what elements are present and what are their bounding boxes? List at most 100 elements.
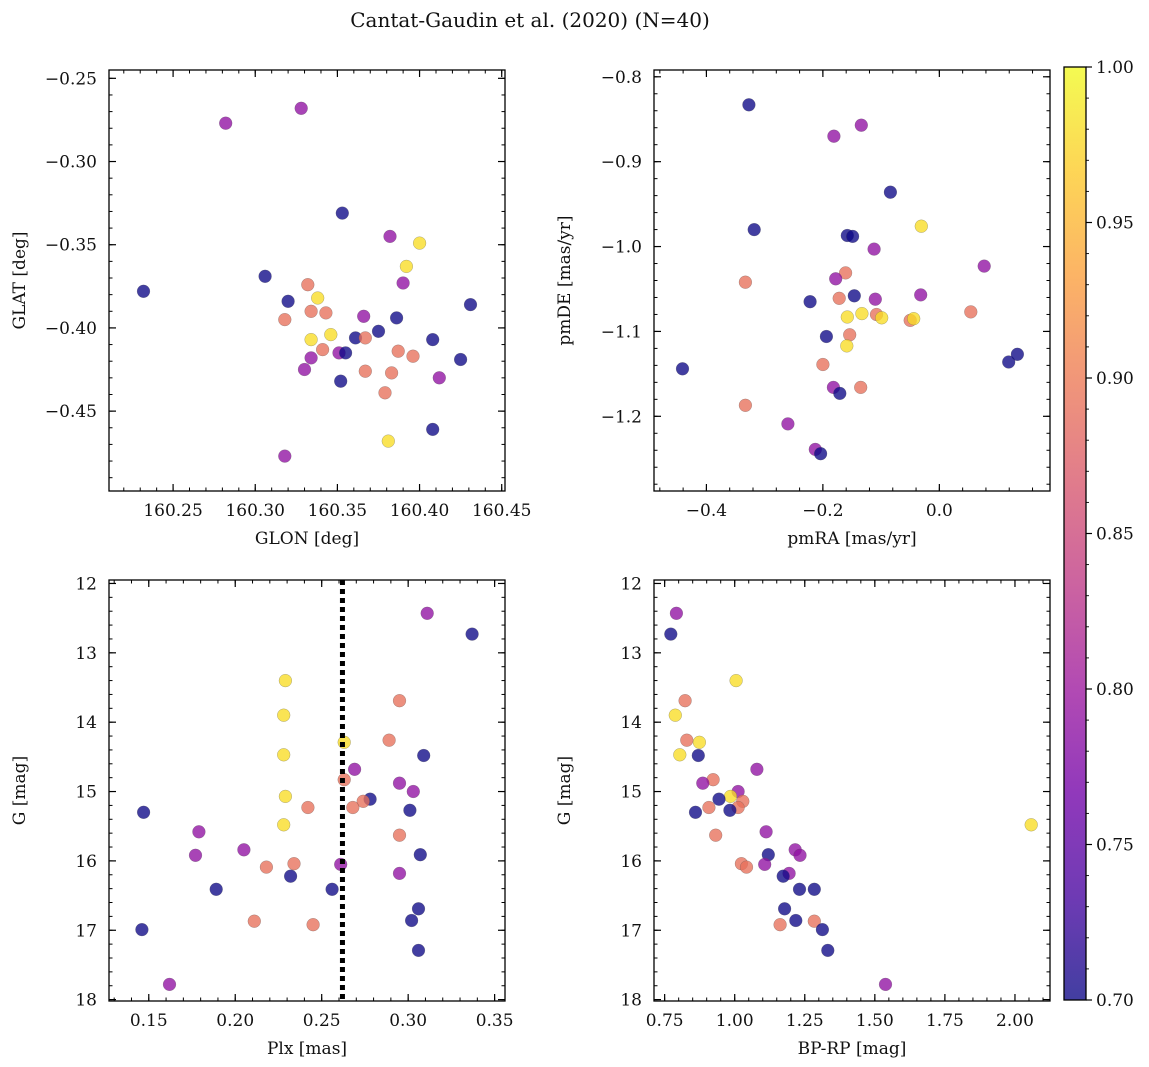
bprp-g-point — [668, 708, 682, 722]
glon-glat-point — [278, 449, 292, 463]
plx-g-point — [392, 828, 407, 842]
glon-glat-point — [319, 306, 333, 320]
plx-g-point — [411, 943, 426, 958]
plx-g-ytick-label: 16 — [75, 852, 97, 872]
pmra-pmde-point — [1010, 347, 1025, 361]
bprp-g-xtick-label: 1.00 — [716, 1011, 754, 1031]
colorbar-tick-label: 0.80 — [1096, 680, 1134, 700]
pmra-pmde-point — [964, 305, 978, 319]
bprp-g-xtick-label: 1.50 — [856, 1011, 894, 1031]
bprp-g-point — [678, 694, 692, 708]
bprp-g-point — [773, 918, 787, 932]
bprp-g-point — [793, 848, 807, 862]
plx-g-point — [406, 784, 420, 799]
panel-bprp-g: 0.75 1.00 1.25 1.50 1.75 2.00 12 13 14 15 16 17 18 BP… — [555, 574, 1051, 1059]
plx-g-point — [278, 789, 293, 804]
glon-glat-point — [334, 374, 348, 388]
glon-glat-ylabel: GLAT [deg] — [10, 231, 30, 329]
colorbar: 0.70 0.75 0.80 0.85 0.90 0.95 1.00 — [1063, 58, 1134, 1011]
glon-glat-axes-frame — [108, 69, 506, 492]
pmra-pmde-point — [738, 275, 753, 289]
colorbar-tick-label: 0.75 — [1096, 836, 1134, 856]
plx-g-point — [356, 794, 370, 808]
pmra-pmde-point — [883, 185, 898, 199]
glon-glat-point — [396, 276, 410, 290]
bprp-g-ytick-label: 17 — [620, 921, 642, 941]
plx-g-xtick-label: 0.25 — [303, 1011, 341, 1031]
plx-g-point — [209, 882, 223, 896]
pmra-pmde-point — [914, 219, 928, 233]
glon-glat-ytick-label: −0.45 — [45, 402, 97, 422]
bprp-g-ytick-label: 14 — [620, 713, 642, 733]
figure-title: Cantat-Gaudin et al. (2020) (N=40) — [350, 8, 710, 32]
glon-glat-point — [339, 346, 353, 360]
bprp-g-xtick-label: 0.75 — [646, 1011, 684, 1031]
plx-g-ytick-label: 15 — [75, 783, 97, 803]
glon-glat-point — [381, 434, 395, 448]
colorbar-tick-label: 0.95 — [1096, 214, 1134, 234]
pmra-pmde-xtick-label: −0.4 — [686, 501, 727, 521]
plx-g-point — [348, 762, 362, 776]
plx-g-point — [188, 848, 203, 862]
bprp-g-point — [669, 606, 684, 620]
plx-g-ytick-label: 17 — [75, 921, 97, 941]
plx-g-xlabel: Plx [mas] — [267, 1039, 347, 1059]
bprp-g-point — [680, 733, 694, 747]
glon-glat-point — [385, 366, 399, 380]
glon-glat-point — [301, 278, 315, 292]
bprp-g-point — [750, 762, 764, 776]
glon-glat-point — [297, 362, 312, 377]
pmra-pmde-point — [813, 447, 828, 461]
glon-glat-point — [304, 304, 318, 318]
pmra-pmde-point — [854, 380, 868, 395]
plx-g-point — [277, 748, 291, 762]
glon-glat-point — [426, 333, 440, 347]
plx-g-point — [325, 882, 339, 896]
bprp-g-point — [688, 805, 703, 819]
glon-glat-point — [304, 333, 318, 347]
glon-glat-xtick-label: 160.45 — [472, 501, 531, 521]
plx-g-point — [278, 673, 293, 688]
plx-g-xtick-label: 0.20 — [216, 1011, 254, 1031]
pmra-pmde-point — [833, 386, 847, 401]
plx-g-point — [306, 918, 320, 932]
plx-g-point — [420, 606, 434, 620]
plx-g-ylabel: G [mag] — [10, 756, 30, 825]
pmra-pmde-point — [875, 311, 889, 325]
bprp-g-ytick-label: 16 — [620, 852, 642, 872]
plx-g-point — [411, 902, 426, 916]
pmra-pmde-point — [868, 292, 882, 306]
plx-g-xtick-label: 0.15 — [130, 1011, 168, 1031]
pmra-pmde-point — [855, 307, 869, 321]
plx-g-xtick-label: 0.30 — [389, 1011, 427, 1031]
glon-glat-point — [426, 422, 440, 437]
bprp-g-point — [776, 869, 790, 883]
glon-glat-point — [378, 386, 392, 400]
pmra-pmde-point — [827, 129, 841, 143]
glon-glat-xtick-label: 160.30 — [225, 501, 284, 521]
pmra-pmde-point — [854, 118, 868, 132]
pmra-pmde-ytick-label: −1.0 — [601, 238, 642, 258]
pmra-pmde-point — [803, 295, 817, 309]
pmra-pmde-ytick-label: −1.2 — [601, 407, 642, 427]
plx-g-point — [405, 913, 419, 928]
pmra-pmde-point — [816, 357, 830, 372]
glon-glat-point — [281, 294, 295, 308]
pmra-pmde-point — [1002, 355, 1016, 369]
pmra-pmde-point — [867, 242, 881, 256]
pmra-pmde-point — [747, 223, 761, 237]
glon-glat-xtick-label: 160.40 — [390, 501, 449, 521]
glon-glat-xtick-label: 160.35 — [308, 501, 367, 521]
plx-g-point — [137, 805, 151, 819]
plx-g-point — [465, 627, 479, 641]
bprp-g-ylabel: G [mag] — [555, 756, 575, 825]
pmra-pmde-point — [845, 229, 860, 244]
pmra-pmde-point — [742, 98, 756, 112]
bprp-g-point — [664, 627, 678, 641]
plx-g-point — [277, 708, 291, 722]
bprp-g-xtick-label: 1.75 — [926, 1011, 964, 1031]
glon-glat-point — [399, 259, 414, 274]
pmra-pmde-point — [838, 266, 853, 280]
bprp-g-point — [758, 857, 772, 872]
glon-glat-point — [324, 328, 338, 342]
